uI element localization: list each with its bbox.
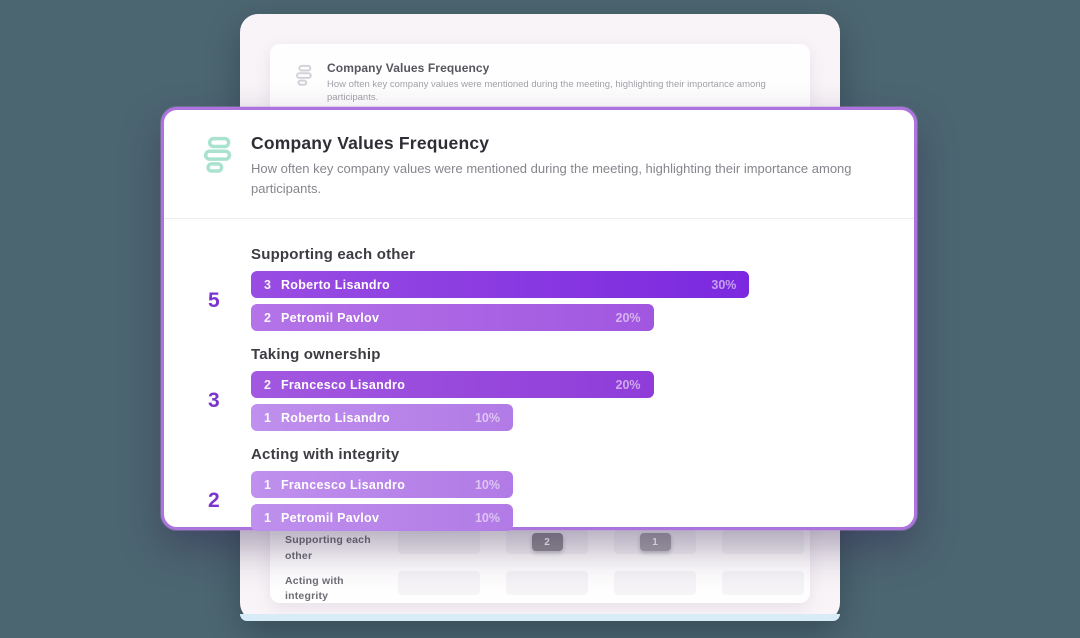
mention-percentage: 10% (474, 477, 500, 492)
table-row: Acting with integrity (285, 570, 804, 606)
section-title: Acting with integrity (251, 446, 400, 463)
background-card-description: How often key company values were mentio… (327, 79, 766, 104)
background-values-table: Supporting each other 2 1 Acting with in… (285, 530, 804, 611)
mention-count: 1 (264, 510, 271, 525)
values-list-icon (197, 135, 235, 177)
section-total-count: 5 (208, 289, 220, 312)
mention-bar[interactable]: 1 Petromil Pavlov 10% (251, 504, 513, 531)
count-badge: 2 (531, 533, 563, 551)
row-cells (398, 570, 804, 595)
background-card-title: Company Values Frequency (327, 61, 490, 75)
table-cell: 1 (614, 530, 696, 554)
bottom-accent-strip (240, 614, 840, 621)
modal-description: How often key company values were mentio… (251, 161, 852, 196)
table-cell (722, 530, 804, 554)
section-bars: 2 1 Francesco Lisandro 10% 1 Petromil Pa… (164, 471, 890, 531)
mention-count: 2 (264, 310, 271, 325)
table-row: Supporting each other 2 1 (285, 530, 804, 565)
count-badge: 1 (639, 533, 671, 551)
mention-percentage: 30% (711, 277, 737, 292)
row-label: Supporting each other (285, 534, 371, 562)
mention-count: 3 (264, 277, 271, 292)
mention-percentage: 20% (615, 310, 641, 325)
table-cell: 2 (506, 530, 588, 554)
mention-bar[interactable]: 2 Francesco Lisandro 20% (251, 371, 654, 398)
value-section-supporting-each-other: Supporting each other 5 3 Roberto Lisand… (164, 247, 890, 331)
background-header-text: Company Values Frequency How often key c… (327, 61, 786, 105)
company-values-frequency-modal: Company Values Frequency How often key c… (161, 107, 917, 531)
mention-bar[interactable]: 1 Francesco Lisandro 10% (251, 471, 513, 498)
values-frequency-chart: Supporting each other 5 3 Roberto Lisand… (164, 219, 914, 531)
section-title: Supporting each other (251, 246, 416, 263)
mention-percentage: 20% (615, 377, 641, 392)
mention-bar[interactable]: 3 Roberto Lisandro 30% (251, 271, 750, 298)
value-section-taking-ownership: Taking ownership 3 2 Francesco Lisandro … (164, 347, 890, 431)
modal-header: Company Values Frequency How often key c… (164, 110, 914, 198)
table-cell (506, 570, 588, 595)
table-cell (398, 570, 480, 595)
header-divider (164, 218, 914, 219)
participant-name: Francesco Lisandro (280, 477, 406, 492)
participant-name: Francesco Lisandro (280, 377, 406, 392)
mention-count: 1 (264, 410, 271, 425)
section-title: Taking ownership (251, 346, 381, 363)
background-card-header: Company Values Frequency How often key c… (270, 44, 810, 105)
row-cells: 2 1 (398, 530, 804, 554)
mention-count: 2 (264, 377, 271, 392)
modal-title: Company Values Frequency (251, 133, 490, 153)
values-list-icon (292, 64, 314, 88)
mention-percentage: 10% (474, 510, 500, 525)
mention-percentage: 10% (474, 410, 500, 425)
participant-name: Petromil Pavlov (280, 310, 380, 325)
participant-name: Roberto Lisandro (280, 277, 390, 292)
table-cell (722, 570, 804, 595)
section-bars: 5 3 Roberto Lisandro 30% 2 Petromil Pavl… (164, 271, 890, 331)
section-bars: 3 2 Francesco Lisandro 20% 1 Roberto Lis… (164, 371, 890, 431)
section-total-count: 2 (208, 489, 220, 512)
participant-name: Roberto Lisandro (280, 410, 390, 425)
table-cell (614, 570, 696, 595)
mention-count: 1 (264, 477, 271, 492)
section-total-count: 3 (208, 389, 220, 412)
mention-bar[interactable]: 1 Roberto Lisandro 10% (251, 404, 513, 431)
table-cell (398, 530, 480, 554)
mention-bar[interactable]: 2 Petromil Pavlov 20% (251, 304, 654, 331)
row-label: Acting with integrity (285, 574, 344, 603)
participant-name: Petromil Pavlov (280, 510, 380, 525)
value-section-acting-with-integrity: Acting with integrity 2 1 Francesco Lisa… (164, 447, 890, 531)
modal-header-text: Company Values Frequency How often key c… (251, 133, 884, 198)
